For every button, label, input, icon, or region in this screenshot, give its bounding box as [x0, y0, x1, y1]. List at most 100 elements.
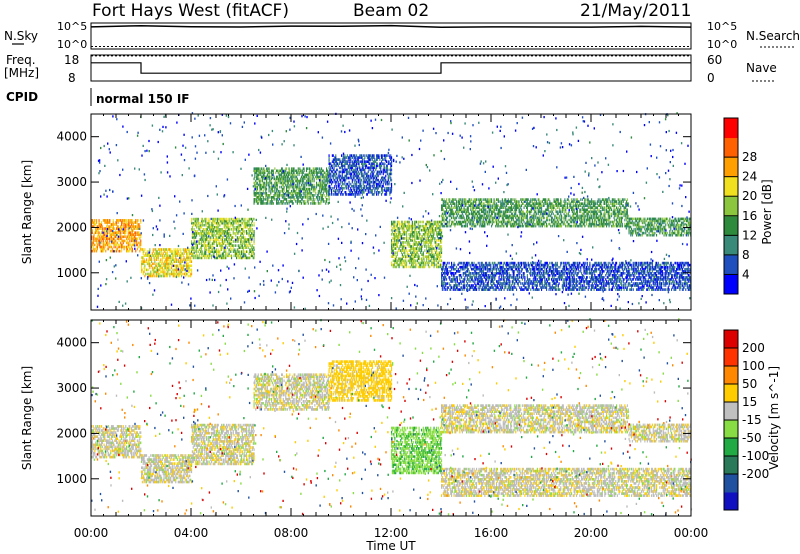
range-cell: [211, 234, 213, 237]
range-cell: [103, 247, 105, 251]
range-cell: [130, 247, 132, 251]
range-cell: [110, 233, 112, 237]
range-cell: [135, 219, 137, 222]
range-cell: [141, 268, 143, 272]
range-cell: [164, 260, 166, 264]
range-cell: [198, 223, 200, 227]
range-cell: [196, 219, 198, 223]
range-cell: [106, 237, 108, 241]
range-cell: [184, 264, 186, 268]
range-cell: [136, 223, 138, 226]
range-cell: [221, 217, 223, 221]
range-cell: [231, 248, 233, 252]
range-cell: [115, 231, 117, 235]
range-cell: [189, 274, 191, 278]
range-cell: [181, 274, 183, 278]
range-cell: [109, 239, 111, 243]
range-cell: [195, 217, 197, 221]
range-cell: [403, 241, 405, 244]
range-cell: [154, 260, 156, 264]
range-cell: [388, 160, 390, 164]
range-cell: [152, 268, 154, 272]
range-cell: [208, 236, 210, 239]
range-cell: [95, 223, 97, 226]
range-cell: [216, 250, 218, 254]
range-cell: [201, 236, 203, 239]
range-cell: [164, 266, 166, 270]
range-cell: [125, 231, 127, 235]
range-cell: [98, 231, 100, 235]
range-cell: [123, 229, 125, 232]
range-cell: [158, 252, 160, 255]
range-cell: [106, 243, 108, 247]
range-cell: [226, 246, 228, 250]
range-cell: [113, 245, 115, 249]
range-cell: [219, 250, 221, 254]
range-cell: [112, 225, 114, 228]
range-cell: [92, 239, 94, 243]
range-cell: [146, 262, 148, 266]
range-cell: [143, 270, 145, 274]
range-cell: [335, 154, 337, 157]
range-cell: [171, 270, 173, 274]
range-cell: [151, 272, 153, 276]
range-cell: [116, 231, 118, 235]
range-cell: [95, 227, 97, 230]
range-cell: [361, 184, 363, 188]
range-cell: [211, 232, 213, 235]
range-cell: [100, 247, 102, 251]
range-cell: [156, 250, 158, 253]
range-cell: [161, 258, 163, 262]
range-cell: [191, 246, 193, 250]
range-cell: [183, 250, 185, 253]
range-cell: [112, 231, 114, 235]
range-cell: [158, 268, 160, 272]
range-cell: [180, 268, 182, 272]
range-cell: [181, 258, 183, 262]
range-cell: [202, 254, 204, 258]
range-cell: [175, 264, 177, 268]
range-cell: [154, 274, 156, 278]
range-cell: [120, 227, 122, 230]
range-cell: [96, 243, 98, 247]
range-cell: [173, 272, 175, 276]
range-cell: [141, 248, 143, 251]
range-cell: [181, 264, 183, 268]
range-cell: [108, 227, 110, 230]
range-cell: [109, 227, 111, 230]
range-cell: [194, 232, 196, 235]
range-cell: [139, 249, 141, 253]
range-cell: [117, 225, 119, 228]
range-cell: [191, 228, 193, 231]
range-cell: [253, 217, 255, 221]
range-cell: [210, 238, 212, 241]
range-cell: [277, 200, 279, 203]
range-cell: [204, 250, 206, 254]
range-cell: [177, 258, 179, 262]
range-cell: [129, 247, 131, 251]
range-cell: [101, 235, 103, 239]
range-cell: [216, 219, 218, 223]
range-cell: [166, 262, 168, 266]
range-cell: [161, 252, 163, 255]
range-cell: [104, 245, 106, 249]
range-cell: [91, 249, 93, 253]
range-cell: [210, 230, 212, 233]
range-cell: [158, 254, 160, 257]
range-cell: [186, 250, 188, 253]
range-cell: [221, 228, 223, 231]
range-cell: [143, 266, 145, 270]
range-cell: [122, 241, 124, 245]
range-cell: [100, 237, 102, 241]
range-cell: [166, 260, 168, 264]
freq-line: [91, 62, 691, 74]
range-cell: [203, 252, 205, 256]
range-cell: [328, 196, 330, 199]
range-cell: [219, 217, 221, 221]
range-cell: [191, 260, 193, 264]
range-cell: [182, 264, 184, 268]
range-cell: [181, 252, 183, 255]
range-cell: [190, 256, 192, 259]
range-cell: [147, 268, 149, 272]
